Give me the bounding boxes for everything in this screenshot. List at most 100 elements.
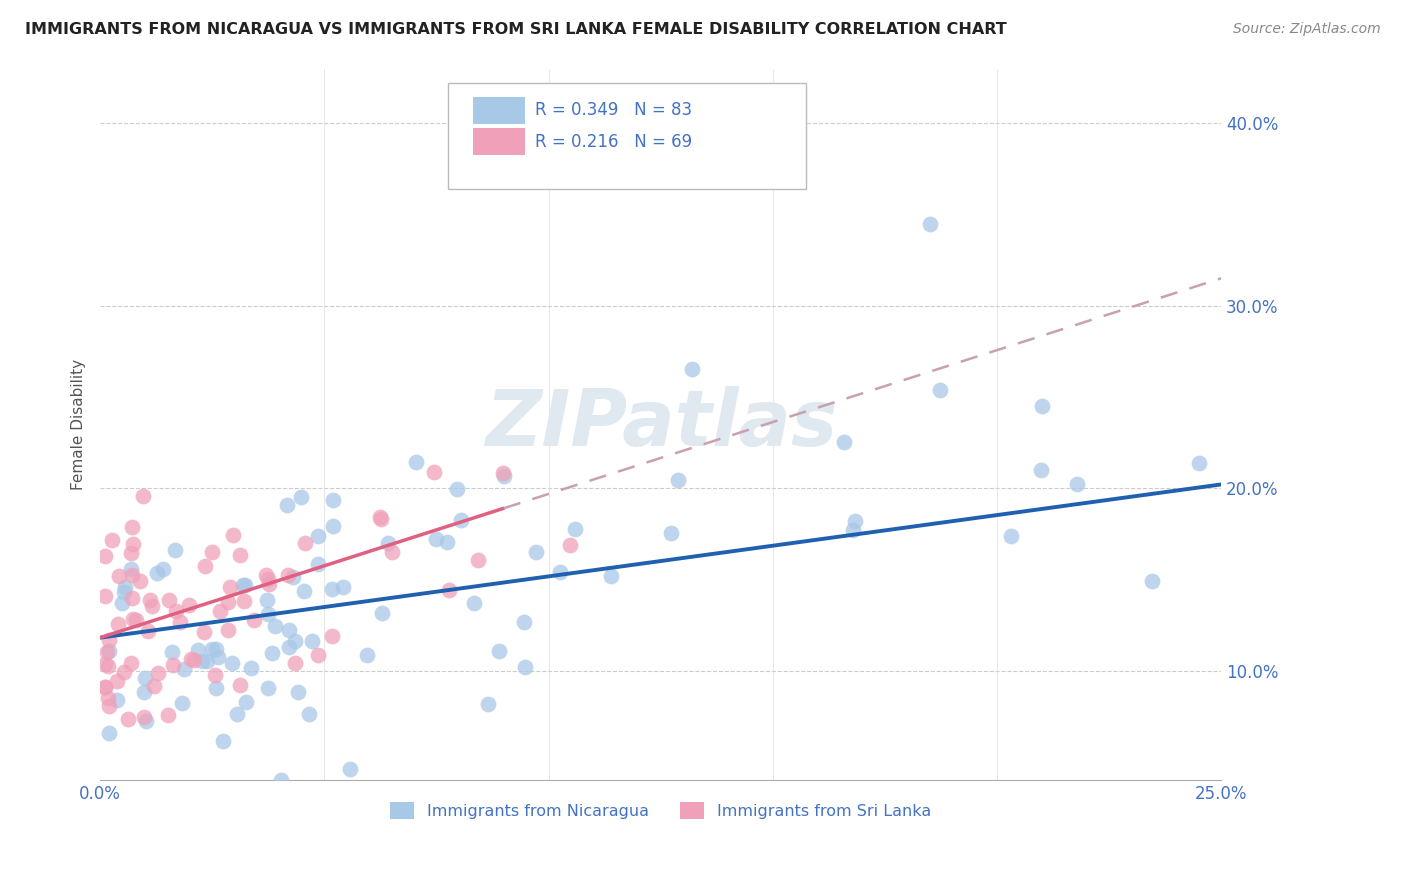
Point bbox=[97, 659, 120, 673]
Point bbox=[228, 678, 250, 692]
Point bbox=[257, 681, 280, 696]
Point bbox=[322, 519, 344, 533]
Point bbox=[270, 772, 292, 787]
Point bbox=[257, 577, 280, 591]
Point bbox=[190, 654, 212, 668]
Point bbox=[294, 536, 316, 550]
Point bbox=[187, 643, 209, 657]
Point bbox=[93, 589, 115, 603]
Point bbox=[134, 685, 156, 699]
Point bbox=[281, 570, 304, 584]
Point bbox=[463, 596, 485, 610]
Point bbox=[179, 598, 201, 612]
Point bbox=[172, 696, 194, 710]
Point bbox=[492, 469, 515, 483]
Point bbox=[488, 644, 510, 658]
Text: IMMIGRANTS FROM NICARAGUA VS IMMIGRANTS FROM SRI LANKA FEMALE DISABILITY CORRELA: IMMIGRANTS FROM NICARAGUA VS IMMIGRANTS … bbox=[25, 22, 1007, 37]
Point bbox=[114, 581, 136, 595]
Point bbox=[107, 617, 129, 632]
Point bbox=[156, 708, 179, 723]
Point bbox=[201, 641, 224, 656]
Point bbox=[513, 615, 536, 630]
Point bbox=[307, 528, 329, 542]
Point bbox=[121, 591, 143, 605]
Point bbox=[307, 648, 329, 663]
Point bbox=[467, 552, 489, 566]
Point bbox=[146, 566, 169, 580]
Point bbox=[229, 548, 252, 562]
Point bbox=[1066, 476, 1088, 491]
Point bbox=[929, 383, 952, 397]
Text: R = 0.216   N = 69: R = 0.216 N = 69 bbox=[536, 133, 692, 151]
Y-axis label: Female Disability: Female Disability bbox=[72, 359, 86, 490]
Point bbox=[515, 660, 537, 674]
Point bbox=[221, 657, 243, 671]
FancyBboxPatch shape bbox=[447, 83, 807, 189]
Point bbox=[121, 520, 143, 534]
Point bbox=[117, 712, 139, 726]
Point bbox=[205, 681, 228, 696]
Point bbox=[832, 434, 855, 449]
Point bbox=[436, 535, 458, 549]
Point bbox=[195, 654, 218, 668]
Point bbox=[284, 634, 307, 648]
Point bbox=[560, 538, 582, 552]
Point bbox=[97, 699, 120, 714]
Point bbox=[339, 763, 361, 777]
Point bbox=[446, 483, 468, 497]
Point bbox=[121, 537, 143, 551]
Point bbox=[243, 613, 266, 627]
Point bbox=[136, 624, 159, 639]
Point bbox=[321, 582, 343, 597]
Point bbox=[93, 680, 115, 694]
Point bbox=[284, 656, 307, 670]
Point bbox=[222, 528, 245, 542]
Point bbox=[1140, 574, 1163, 588]
Point bbox=[307, 558, 329, 572]
Point bbox=[233, 577, 256, 591]
Point bbox=[254, 568, 277, 582]
Point bbox=[918, 217, 941, 231]
Point bbox=[368, 510, 391, 524]
Point bbox=[219, 580, 242, 594]
Point bbox=[135, 714, 157, 728]
Point bbox=[112, 585, 135, 599]
Legend: Immigrants from Nicaragua, Immigrants from Sri Lanka: Immigrants from Nicaragua, Immigrants fr… bbox=[384, 796, 938, 825]
Point bbox=[278, 640, 301, 654]
Point bbox=[105, 673, 128, 688]
Text: R = 0.349   N = 83: R = 0.349 N = 83 bbox=[536, 101, 692, 119]
Point bbox=[232, 594, 254, 608]
Point bbox=[659, 526, 682, 541]
Point bbox=[97, 632, 120, 647]
Point bbox=[128, 574, 150, 588]
Point bbox=[225, 706, 247, 721]
Point bbox=[165, 543, 187, 558]
Point bbox=[148, 665, 170, 680]
Point bbox=[98, 644, 121, 658]
Point bbox=[157, 592, 180, 607]
Point bbox=[134, 709, 156, 723]
Point bbox=[262, 646, 284, 660]
Point bbox=[120, 656, 142, 670]
Point bbox=[212, 733, 235, 747]
Point bbox=[492, 466, 515, 480]
Point bbox=[405, 455, 427, 469]
Point bbox=[121, 568, 143, 582]
Point bbox=[112, 665, 135, 680]
Point bbox=[321, 629, 343, 643]
Point bbox=[564, 522, 586, 536]
Point bbox=[110, 596, 132, 610]
Point bbox=[370, 511, 392, 525]
Point bbox=[257, 607, 280, 622]
Point bbox=[256, 592, 278, 607]
Point bbox=[423, 465, 446, 479]
Point bbox=[142, 679, 165, 693]
Point bbox=[217, 595, 239, 609]
FancyBboxPatch shape bbox=[474, 97, 524, 124]
Point bbox=[208, 604, 231, 618]
Point bbox=[134, 671, 156, 685]
Point bbox=[169, 615, 191, 630]
Point bbox=[205, 642, 228, 657]
Point bbox=[98, 725, 121, 739]
Point bbox=[173, 662, 195, 676]
